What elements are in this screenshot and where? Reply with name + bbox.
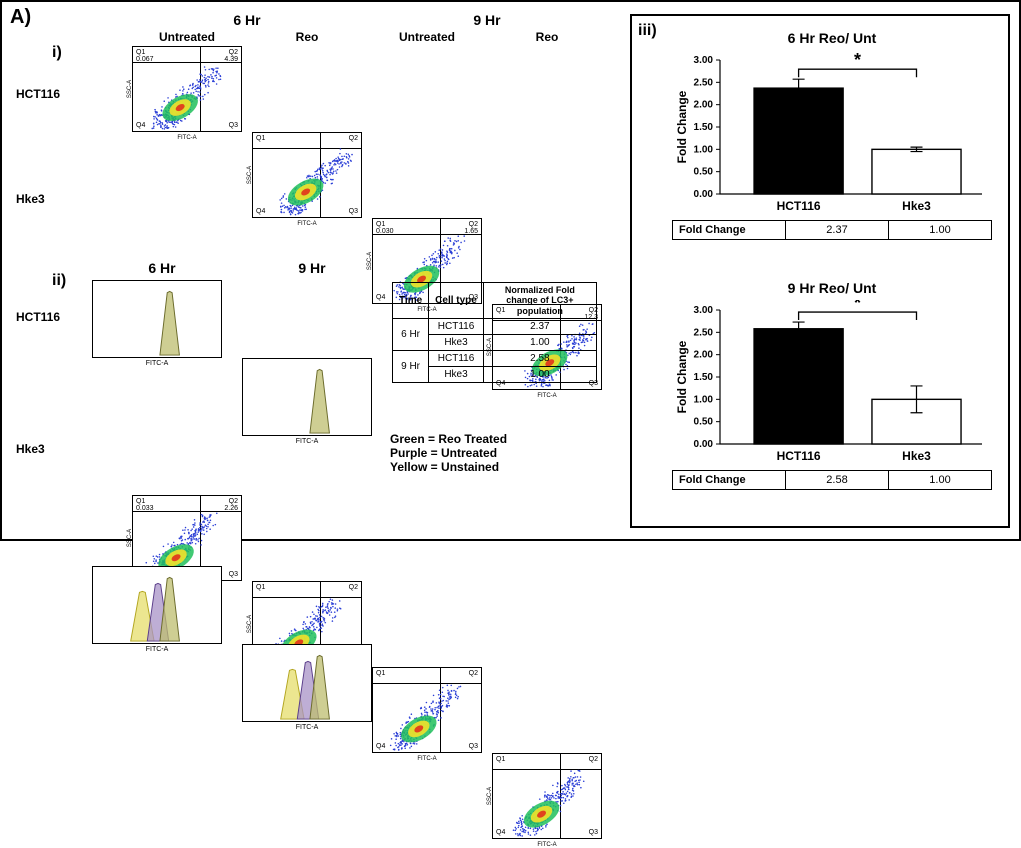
panel-ii-hist-grid: FITC-AFITC-AFITC-AFITC-A xyxy=(92,280,222,592)
table-cell: HCT116 xyxy=(429,319,484,335)
panel-label-A: A) xyxy=(10,6,31,29)
cond-heading-0: Untreated xyxy=(132,30,242,44)
svg-text:HCT116: HCT116 xyxy=(777,449,821,463)
svg-text:HCT116: HCT116 xyxy=(777,199,821,213)
sub-label-iii: iii) xyxy=(638,22,657,40)
svg-text:2.00: 2.00 xyxy=(694,350,714,361)
sub-label-ii: ii) xyxy=(52,272,66,290)
panel-ii-table: TimeCell typeNormalized Fold change of L… xyxy=(392,282,597,383)
time-heading-6hr-ii: 6 Hr xyxy=(97,260,227,276)
table-cell: 1.00 xyxy=(889,221,992,240)
table-cell: 2.58 xyxy=(786,471,889,490)
svg-text:3.00: 3.00 xyxy=(694,55,714,66)
axis-x-label: FITC-A xyxy=(146,360,169,367)
bar-chart: 9 Hr Reo/ Unt 0.00 0.50 1.00 1.50 2.00 2.50 3.0… xyxy=(672,280,992,490)
table-cell: 2.37 xyxy=(786,221,889,240)
svg-text:2.50: 2.50 xyxy=(694,77,714,88)
table-cell: 2.37 xyxy=(483,319,596,335)
cond-heading-1: Reo xyxy=(252,30,362,44)
table-header: Cell type xyxy=(429,283,484,319)
scatter-plot: Q1Q2Q4Q3SSC-AFITC-A xyxy=(252,132,362,218)
scatter-plot: Q1 0.067Q2 4.39Q4Q3SSC-AFITC-A xyxy=(132,46,242,132)
svg-text:0.00: 0.00 xyxy=(694,439,714,450)
table-cell: Hke3 xyxy=(429,367,484,383)
fold-change-row: Fold Change2.581.00 xyxy=(672,470,992,490)
time-heading-6hr-i: 6 Hr xyxy=(132,12,362,28)
svg-text:Fold Change: Fold Change xyxy=(675,340,689,413)
svg-text:1.50: 1.50 xyxy=(694,372,714,383)
table-cell: HCT116 xyxy=(429,351,484,367)
axis-x-label: FITC-A xyxy=(537,393,556,399)
table-cell: 9 Hr xyxy=(393,351,429,383)
row-label-hke3-ii: Hke3 xyxy=(16,442,45,456)
table-cell: 1.00 xyxy=(483,367,596,383)
svg-text:3.00: 3.00 xyxy=(694,305,714,316)
svg-text:*: * xyxy=(854,50,861,70)
table-cell: Hke3 xyxy=(429,335,484,351)
svg-text:2.50: 2.50 xyxy=(694,327,714,338)
row-label-hct116-i: HCT116 xyxy=(16,87,60,101)
row-label-hke3-i: Hke3 xyxy=(16,192,45,206)
histogram-plot: FITC-A xyxy=(242,644,372,722)
cond-heading-2: Untreated xyxy=(372,30,482,44)
legend-purple: Purple = Untreated xyxy=(390,446,507,460)
fold-change-table: TimeCell typeNormalized Fold change of L… xyxy=(392,282,597,383)
panel-iii-box: iii) 6 Hr Reo/ Unt 0.00 0.50 1.00 1.50 2.00 2.… xyxy=(630,14,1010,528)
figure-panel-A: A) i) 6 Hr 9 Hr Untreated Reo Untreated … xyxy=(0,0,1021,541)
axis-x-label: FITC-A xyxy=(297,221,316,227)
row-label-hct116-ii: HCT116 xyxy=(16,310,60,324)
table-cell: Fold Change xyxy=(673,471,786,490)
svg-text:1.00: 1.00 xyxy=(694,144,714,155)
svg-text:Fold Change: Fold Change xyxy=(675,90,689,163)
fold-change-row: Fold Change2.371.00 xyxy=(672,220,992,240)
bar-chart: 6 Hr Reo/ Unt 0.00 0.50 1.00 1.50 2.00 2.50 3.0… xyxy=(672,30,992,240)
table-cell: 2.58 xyxy=(483,351,596,367)
panel-ii-legend: Green = Reo Treated Purple = Untreated Y… xyxy=(390,432,507,474)
svg-text:*: * xyxy=(854,300,861,313)
sub-label-i: i) xyxy=(52,44,62,62)
table-header: Time xyxy=(393,283,429,319)
histogram-plot: FITC-A xyxy=(92,280,222,358)
cond-heading-3: Reo xyxy=(492,30,602,44)
axis-x-label: FITC-A xyxy=(417,756,436,762)
legend-green: Green = Reo Treated xyxy=(390,432,507,446)
axis-x-label: FITC-A xyxy=(177,135,196,141)
legend-yellow: Yellow = Unstained xyxy=(390,460,507,474)
svg-text:Hke3: Hke3 xyxy=(902,199,931,213)
svg-text:0.50: 0.50 xyxy=(694,417,714,428)
table-row: 9 HrHCT1162.58 xyxy=(393,351,597,367)
table-header: Normalized Fold change of LC3+ populatio… xyxy=(483,283,596,319)
svg-text:0.50: 0.50 xyxy=(694,167,714,178)
scatter-plot: Q1Q2Q4Q3SSC-AFITC-A xyxy=(372,667,482,753)
chart-title: 6 Hr Reo/ Unt xyxy=(672,30,992,46)
chart-title: 9 Hr Reo/ Unt xyxy=(672,280,992,296)
time-heading-9hr-ii: 9 Hr xyxy=(247,260,377,276)
svg-text:2.00: 2.00 xyxy=(694,100,714,111)
histogram-plot: FITC-A xyxy=(242,358,372,436)
svg-text:0.00: 0.00 xyxy=(694,189,714,200)
axis-x-label: FITC-A xyxy=(296,438,319,445)
time-heading-9hr-i: 9 Hr xyxy=(372,12,602,28)
svg-text:1.50: 1.50 xyxy=(694,122,714,133)
axis-x-label: FITC-A xyxy=(537,842,556,848)
table-cell: Fold Change xyxy=(673,221,786,240)
svg-text:1.00: 1.00 xyxy=(694,394,714,405)
table-cell: 1.00 xyxy=(889,471,992,490)
svg-text:Hke3: Hke3 xyxy=(902,449,931,463)
table-cell: 6 Hr xyxy=(393,319,429,351)
axis-x-label: FITC-A xyxy=(296,724,319,731)
axis-x-label: FITC-A xyxy=(146,646,169,653)
histogram-plot: FITC-A xyxy=(92,566,222,644)
table-cell: 1.00 xyxy=(483,335,596,351)
table-row: 6 HrHCT1162.37 xyxy=(393,319,597,335)
scatter-plot: Q1Q2Q4Q3SSC-AFITC-A xyxy=(492,753,602,839)
